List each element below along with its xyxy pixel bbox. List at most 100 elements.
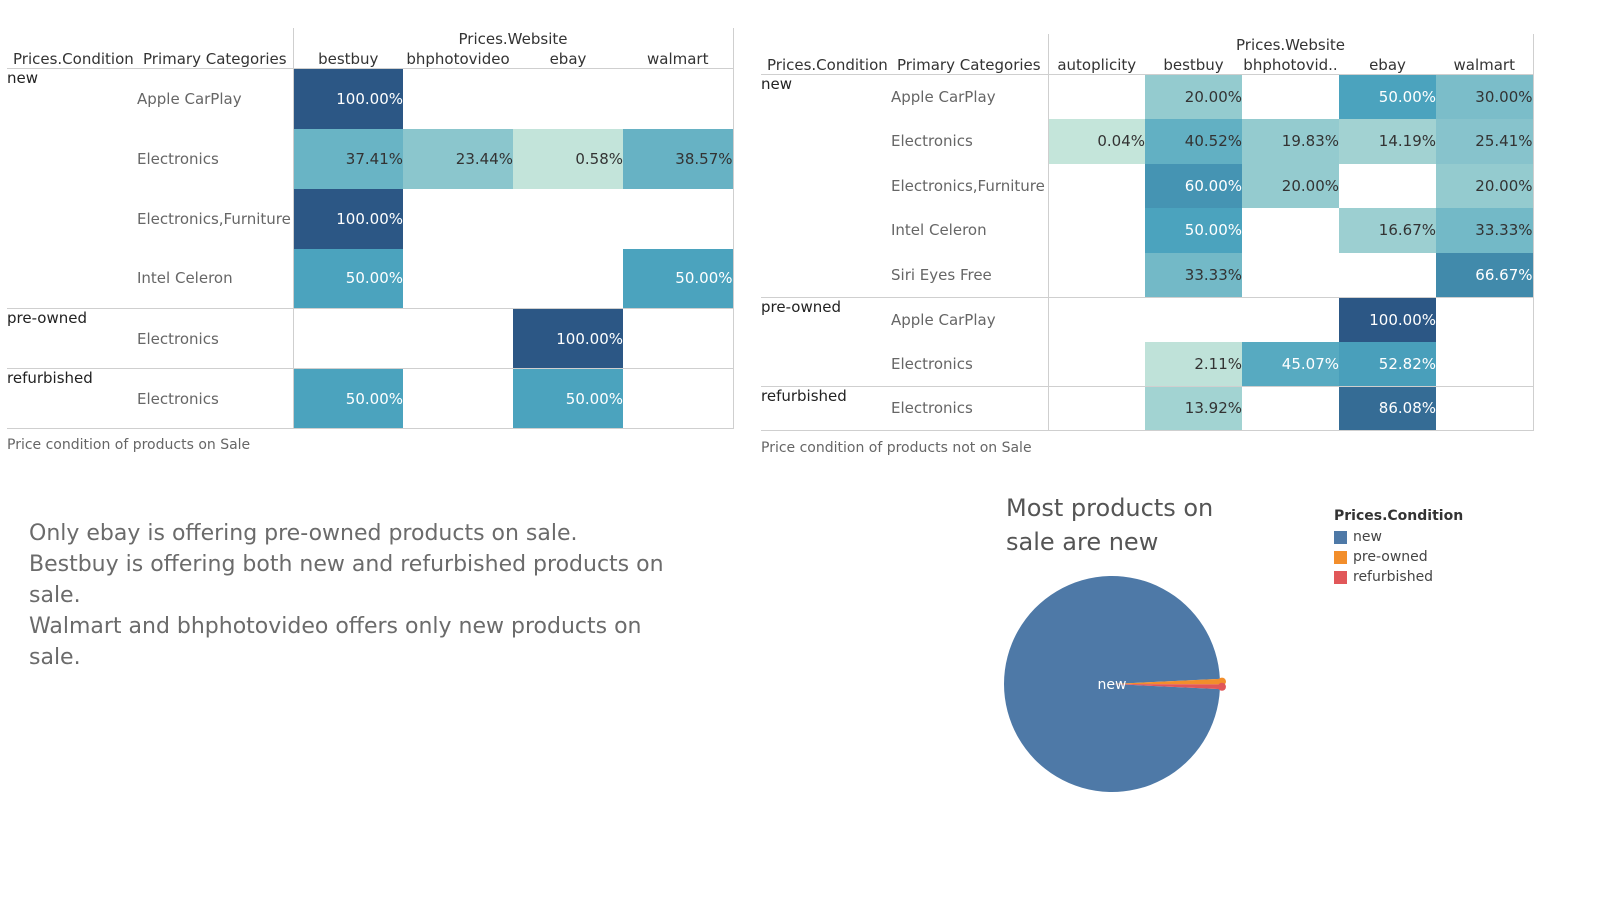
heatmap-cell: 19.83% — [1242, 119, 1339, 164]
column-header: bhphotovideo — [403, 48, 513, 69]
heatmap-cell: 100.00% — [292, 68, 403, 129]
heatmap-cell — [1436, 386, 1534, 431]
pie-slice-label: new — [1098, 677, 1127, 693]
heatmap-not-on-sale-caption: Price condition of products not on Sale — [761, 440, 1032, 456]
condition-label: pre-owned — [761, 297, 891, 387]
pie-chart: new — [1004, 576, 1226, 792]
heatmap-table: Prices.Website Prices.Condition Primary Ca… — [7, 28, 734, 429]
heatmap-cell: 86.08% — [1339, 386, 1436, 431]
legend-swatch — [1334, 570, 1347, 584]
table-row: new Apple CarPlay 100.00% — [7, 68, 734, 309]
heatmap-cell — [1047, 208, 1145, 253]
heatmap-cell: 16.67% — [1339, 208, 1436, 253]
category-label: Apple CarPlay — [891, 88, 996, 106]
heatmap-cell: 60.00% — [1145, 163, 1242, 208]
legend-item: refurbished — [1334, 567, 1463, 587]
legend-label: pre-owned — [1353, 549, 1428, 565]
heatmap-cell: 25.41% — [1436, 119, 1534, 164]
column-header: walmart — [1436, 54, 1534, 75]
heatmap-cell — [403, 248, 513, 309]
column-dimension-label: Prices.Website — [292, 28, 734, 48]
heatmap-cell — [403, 368, 513, 429]
condition-label: new — [761, 74, 891, 298]
table-row: Intel Celeron 50.00% 16.67% 33.33% — [761, 208, 1534, 253]
heatmap-cell — [1242, 208, 1339, 253]
annotation-text: Only ebay is offering pre-owned products… — [29, 518, 669, 673]
legend-label: new — [1353, 529, 1382, 545]
heatmap-cell: 0.58% — [513, 128, 623, 189]
column-header: bhphotovid.. — [1242, 54, 1339, 75]
heatmap-cell: 50.00% — [292, 368, 403, 429]
heatmap-cell — [513, 69, 623, 129]
category-label: Electronics — [891, 341, 1048, 387]
category-label: Apple CarPlay — [137, 89, 242, 108]
column-header: ebay — [1339, 54, 1436, 75]
legend-swatch — [1334, 550, 1347, 564]
category-label: Electronics,Furniture — [137, 209, 291, 228]
heatmap-cell: 50.00% — [1339, 74, 1436, 119]
condition-label: refurbished — [7, 368, 137, 429]
heatmap-cell: 66.67% — [1436, 252, 1534, 298]
row-dimension-label: Prices.Condition — [761, 54, 891, 75]
category-label: Electronics — [891, 132, 973, 151]
category-label: Electronics — [137, 308, 293, 369]
annotation-line: Only ebay is offering pre-owned products… — [29, 521, 578, 546]
legend-label: refurbished — [1353, 569, 1434, 585]
category-label: Electronics — [137, 149, 219, 168]
legend-items: new pre-owned refurbished — [1334, 527, 1463, 587]
heatmap-cell — [1436, 341, 1534, 387]
heatmap-cell: 20.00% — [1145, 74, 1242, 119]
heatmap-cell: 33.33% — [1145, 252, 1242, 298]
heatmap-cell — [1242, 297, 1339, 342]
row-dimension-label: Primary Categories — [891, 54, 1048, 75]
heatmap-cell: 40.52% — [1145, 119, 1242, 164]
category-label: Electronics,Furniture — [891, 176, 1045, 195]
heatmap-cell: 14.19% — [1339, 119, 1436, 164]
legend-title: Prices.Condition — [1334, 508, 1464, 524]
table-row: Electronics 0.04% 40.52% 19.83% 14.19% 25.41% — [761, 119, 1534, 164]
table-row: refurbished Electronics 13.92% 86.08% — [761, 386, 1534, 431]
heatmap-cell: 52.82% — [1339, 341, 1436, 387]
category-label: Electronics — [137, 368, 293, 429]
annotation-line: Walmart and bhphotovideo offers only new… — [29, 614, 642, 670]
heatmap-cell — [1047, 252, 1145, 298]
legend-item: pre-owned — [1334, 547, 1463, 567]
column-header: ebay — [513, 48, 623, 69]
heatmap-cell: 30.00% — [1436, 74, 1534, 119]
pie-slice-refurbished — [1112, 684, 1220, 690]
heatmap-cell — [1339, 252, 1436, 298]
heatmap-cell — [1047, 163, 1145, 208]
heatmap-cell — [513, 248, 623, 309]
heatmap-cell — [623, 188, 734, 249]
heatmap-cell — [1242, 252, 1339, 298]
category-label: Intel Celeron — [891, 221, 987, 240]
heatmap-cell — [1047, 341, 1145, 387]
table-row: Siri Eyes Free 33.33% 66.67% — [761, 252, 1534, 298]
heatmap-cell — [1242, 386, 1339, 431]
column-header: autoplicity — [1047, 54, 1145, 75]
heatmap-cell — [403, 308, 513, 369]
column-header: bestbuy — [1145, 54, 1242, 75]
heatmap-cell — [1047, 74, 1145, 119]
heatmap-on-sale: Prices.Website Prices.Condition Primary Ca… — [7, 28, 734, 429]
heatmap-cell — [513, 189, 623, 249]
heatmap-cell: 50.00% — [292, 248, 403, 309]
heatmap-cell: 13.92% — [1145, 386, 1242, 431]
heatmap-cell — [403, 69, 513, 129]
category-label: Intel Celeron — [137, 248, 293, 309]
heatmap-cell — [1145, 297, 1242, 342]
column-dimension-label: Prices.Website — [1047, 34, 1534, 54]
category-label: Apple CarPlay — [891, 310, 996, 329]
table-row: Intel Celeron 50.00% 50.00% — [7, 248, 734, 309]
heatmap-cell — [1339, 164, 1436, 209]
heatmap-cell: 100.00% — [513, 308, 623, 369]
table-row: pre-owned Electronics 100.00% — [7, 308, 734, 369]
condition-label: pre-owned — [7, 308, 137, 369]
condition-label: new — [7, 68, 137, 309]
legend-item: new — [1334, 527, 1463, 547]
heatmap-cell: 2.11% — [1145, 341, 1242, 387]
heatmap-cell — [623, 368, 734, 429]
heatmap-not-on-sale: Prices.Website Prices.Condition Primary Ca… — [761, 34, 1534, 431]
heatmap-on-sale-caption: Price condition of products on Sale — [7, 437, 251, 453]
heatmap-cell: 45.07% — [1242, 341, 1339, 387]
